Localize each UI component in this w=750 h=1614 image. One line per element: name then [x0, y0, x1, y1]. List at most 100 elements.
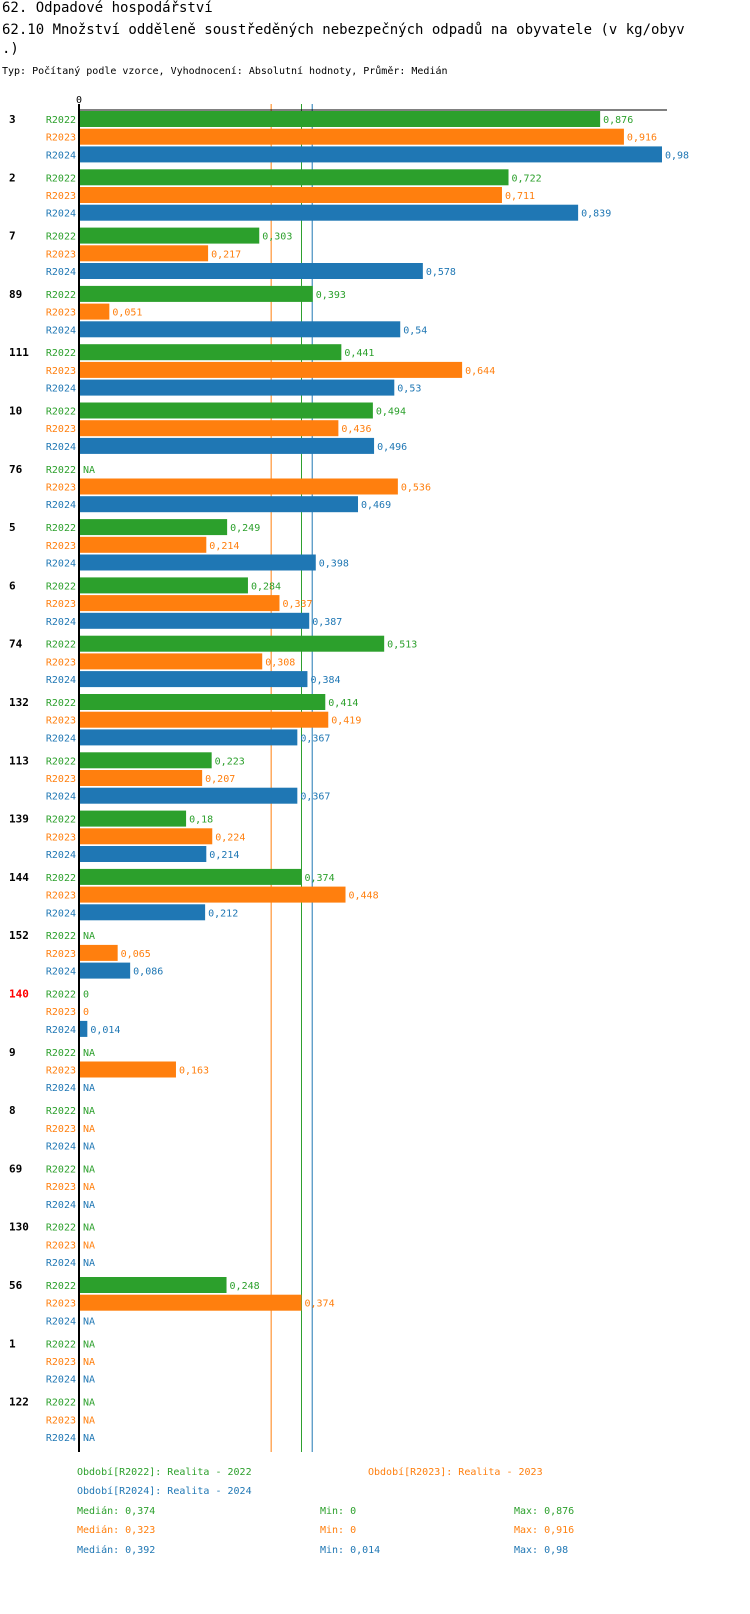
data-label: 0,393: [316, 290, 346, 301]
bar-r2022-113: [79, 752, 212, 769]
data-label: NA: [83, 1357, 95, 1368]
legend-period-r2023: Období[R2023]: Realita - 2023: [368, 1467, 543, 1478]
category-label: 2: [9, 171, 16, 184]
series-label: R2023: [46, 1240, 76, 1251]
series-label: R2024: [46, 967, 76, 978]
data-label: NA: [83, 1164, 95, 1175]
data-label: NA: [83, 1083, 95, 1094]
series-label: R2024: [46, 1083, 76, 1094]
category-label: 132: [9, 696, 29, 709]
data-label: 0,367: [300, 792, 330, 803]
data-label: NA: [83, 465, 95, 476]
series-label: R2023: [46, 949, 76, 960]
legend-min-r2022: Min: 0: [320, 1506, 357, 1517]
data-label: 0,248: [230, 1281, 260, 1292]
series-label: R2023: [46, 541, 76, 552]
data-label: 0,367: [300, 733, 330, 744]
data-label: 0,065: [121, 949, 151, 960]
bar-r2023-74: [79, 653, 263, 670]
data-label: 0,53: [397, 384, 421, 395]
bar-r2022-111: [79, 344, 342, 361]
series-label: R2023: [46, 191, 76, 202]
data-label: 0,839: [581, 209, 611, 220]
series-label: R2023: [46, 308, 76, 319]
bar-r2022-6: [79, 577, 248, 594]
bar-r2023-139: [79, 828, 213, 845]
series-label: R2022: [46, 1106, 76, 1117]
series-label: R2024: [46, 850, 76, 861]
series-label: R2023: [46, 366, 76, 377]
bar-r2024-2: [79, 204, 579, 221]
series-label: R2022: [46, 756, 76, 767]
data-label: 0,398: [319, 559, 349, 570]
data-label: NA: [83, 1200, 95, 1211]
series-label: R2022: [46, 523, 76, 534]
series-label: R2023: [46, 891, 76, 902]
bar-r2023-9: [79, 1061, 176, 1078]
data-label: NA: [83, 1258, 95, 1269]
bar-r2022-139: [79, 810, 187, 827]
series-label: R2023: [46, 1066, 76, 1077]
chart-subtitle-wrap: .): [2, 41, 19, 57]
category-label: 9: [9, 1046, 16, 1059]
bar-r2024-5: [79, 554, 316, 571]
data-label: 0,374: [304, 1299, 334, 1310]
data-label: NA: [83, 1375, 95, 1386]
data-label: NA: [83, 1223, 95, 1234]
bar-r2022-3: [79, 111, 601, 127]
category-label: 140: [9, 988, 29, 1001]
bar-r2023-113: [79, 770, 203, 786]
data-label: NA: [83, 1339, 95, 1350]
series-label: R2023: [46, 1124, 76, 1135]
data-label: 0,214: [209, 541, 239, 552]
data-label: 0,337: [282, 599, 312, 610]
series-label: R2023: [46, 1357, 76, 1368]
series-label: R2023: [46, 1182, 76, 1193]
legend-max-r2022: Max: 0,876: [514, 1506, 575, 1517]
series-label: R2023: [46, 1299, 76, 1310]
data-label: 0,374: [304, 873, 334, 884]
series-label: R2022: [46, 698, 76, 709]
category-label: 74: [9, 638, 23, 651]
series-label: R2023: [46, 657, 76, 668]
series-label: R2024: [46, 675, 76, 686]
data-label: NA: [83, 1048, 95, 1059]
bar-r2024-76: [79, 496, 359, 513]
series-label: R2022: [46, 581, 76, 592]
bar-r2024-144: [79, 904, 206, 921]
data-label: 0,414: [328, 698, 358, 709]
series-label: R2024: [46, 1433, 76, 1444]
series-label: R2024: [46, 150, 76, 161]
x-axis-zero-label: 0: [76, 95, 82, 106]
category-label: 10: [9, 405, 22, 418]
data-label: 0,98: [665, 150, 689, 161]
data-label: 0,284: [251, 581, 281, 592]
bar-r2023-132: [79, 711, 329, 728]
bar-r2023-111: [79, 361, 463, 378]
category-label: 6: [9, 579, 16, 592]
chart-info: Typ: Počítaný podle vzorce, Vyhodnocení:…: [2, 66, 448, 77]
data-label: NA: [83, 931, 95, 942]
data-label: 0,436: [341, 424, 371, 435]
data-label: NA: [83, 1182, 95, 1193]
series-label: R2023: [46, 599, 76, 610]
bar-r2024-132: [79, 729, 298, 746]
series-label: R2022: [46, 232, 76, 243]
series-label: R2024: [46, 209, 76, 220]
series-label: R2024: [46, 500, 76, 511]
data-label: 0,163: [179, 1066, 209, 1077]
bar-r2023-6: [79, 595, 280, 612]
series-label: R2024: [46, 442, 76, 453]
series-label: R2023: [46, 249, 76, 260]
series-label: R2024: [46, 384, 76, 395]
data-label: 0,303: [262, 232, 292, 243]
bar-r2022-89: [79, 285, 313, 302]
data-label: NA: [83, 1106, 95, 1117]
category-label: 1: [9, 1337, 16, 1350]
data-label: 0,644: [465, 366, 495, 377]
data-label: 0,014: [90, 1025, 120, 1036]
bar-r2022-10: [79, 402, 373, 419]
data-label: 0,308: [265, 657, 295, 668]
data-label: 0: [83, 1007, 89, 1018]
bar-r2022-56: [79, 1277, 227, 1293]
